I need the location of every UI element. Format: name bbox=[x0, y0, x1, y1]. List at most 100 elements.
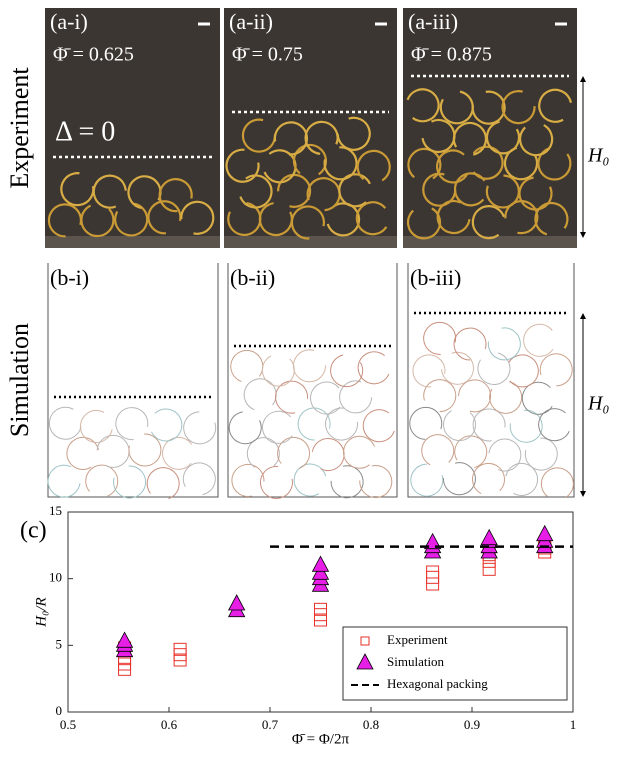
height-label: H₀ bbox=[587, 393, 609, 415]
ring bbox=[149, 408, 183, 442]
phi-label: Φ̄ = 0.625 bbox=[53, 44, 134, 66]
triangle-marker bbox=[423, 532, 442, 550]
ring-pack bbox=[47, 172, 215, 238]
ring bbox=[539, 353, 573, 387]
ring bbox=[261, 410, 295, 444]
sim-panel bbox=[407, 263, 575, 498]
ring bbox=[79, 409, 113, 443]
ring bbox=[409, 406, 443, 440]
ring bbox=[471, 90, 506, 125]
square-marker bbox=[426, 565, 440, 579]
ring bbox=[113, 465, 147, 499]
ring bbox=[275, 380, 309, 414]
ring bbox=[421, 434, 455, 468]
square-marker bbox=[173, 648, 187, 662]
ring bbox=[477, 351, 511, 385]
ring bbox=[537, 146, 572, 181]
ring bbox=[292, 143, 328, 179]
legend-label: Hexagonal packing bbox=[387, 676, 488, 691]
y-tick-label: 10 bbox=[49, 570, 62, 585]
ring bbox=[330, 465, 364, 499]
phi-label: Φ̄ = 0.875 bbox=[411, 44, 492, 66]
panel-label: (b-i) bbox=[50, 265, 89, 290]
ring bbox=[441, 351, 475, 385]
ring bbox=[228, 411, 262, 445]
ring bbox=[339, 380, 373, 414]
ring bbox=[183, 411, 217, 445]
ring bbox=[323, 146, 358, 181]
ring bbox=[509, 409, 543, 443]
ring bbox=[538, 408, 572, 442]
panel-label: (a-ii) bbox=[229, 9, 273, 34]
ring bbox=[421, 118, 456, 154]
photo-floor bbox=[403, 236, 577, 248]
ring bbox=[158, 178, 193, 213]
ring bbox=[362, 409, 396, 443]
ring bbox=[96, 434, 130, 468]
ring bbox=[66, 436, 100, 470]
panel-label: (b-ii) bbox=[230, 265, 275, 290]
x-tick-label: 1 bbox=[570, 717, 577, 732]
ring bbox=[225, 148, 260, 183]
ring bbox=[443, 408, 477, 442]
ring bbox=[524, 437, 558, 471]
triangle-marker bbox=[311, 555, 330, 572]
x-tick-label: 0.7 bbox=[262, 717, 279, 732]
ring bbox=[452, 121, 488, 157]
x-tick-label: 0.5 bbox=[60, 717, 76, 732]
arrow-head bbox=[580, 491, 586, 497]
ring bbox=[405, 88, 440, 123]
ring bbox=[518, 176, 553, 211]
ring bbox=[410, 463, 444, 497]
panel-label: (a-i) bbox=[50, 9, 88, 34]
ring bbox=[259, 465, 293, 499]
ring bbox=[304, 120, 339, 155]
ring bbox=[180, 200, 215, 235]
ring bbox=[355, 201, 390, 236]
ring bbox=[423, 379, 457, 413]
ring bbox=[238, 174, 273, 209]
ring bbox=[471, 462, 505, 496]
ring bbox=[538, 88, 573, 123]
ring bbox=[310, 381, 344, 415]
square-marker bbox=[118, 657, 132, 671]
panel-label: (b-iii) bbox=[410, 265, 461, 290]
ring bbox=[277, 436, 311, 470]
square-marker bbox=[360, 636, 370, 646]
legend-box bbox=[342, 626, 568, 701]
triangle-marker bbox=[115, 631, 134, 648]
square-marker bbox=[426, 570, 440, 584]
ring bbox=[330, 354, 364, 388]
sim-panel bbox=[47, 263, 219, 498]
ring bbox=[92, 174, 127, 209]
ring bbox=[412, 354, 446, 388]
x-tick-label: 0.6 bbox=[161, 717, 178, 732]
ring bbox=[489, 380, 523, 414]
ring bbox=[243, 378, 277, 412]
ring bbox=[505, 462, 539, 496]
square-marker bbox=[314, 602, 327, 616]
ring-pack bbox=[228, 349, 396, 499]
ring bbox=[472, 408, 506, 442]
ring-pack bbox=[409, 321, 574, 501]
triangle-marker bbox=[311, 563, 330, 580]
legend-label: Simulation bbox=[387, 654, 445, 669]
y-tick-label: 5 bbox=[56, 636, 63, 651]
photo-floor bbox=[45, 236, 220, 248]
ring bbox=[343, 435, 377, 469]
photo-floor bbox=[224, 236, 397, 248]
square-marker bbox=[426, 577, 440, 591]
triangle-marker bbox=[228, 594, 246, 611]
ring bbox=[436, 199, 471, 235]
square-marker bbox=[314, 608, 327, 622]
y-axis-label: H₀/R bbox=[33, 597, 49, 627]
ring bbox=[261, 353, 295, 387]
y-tick-label: 0 bbox=[56, 703, 63, 718]
ring-pack bbox=[47, 406, 217, 501]
ring bbox=[488, 438, 522, 472]
ring bbox=[258, 201, 293, 237]
ring bbox=[423, 321, 457, 355]
ring-pack bbox=[225, 116, 391, 240]
panel-label: (a-iii) bbox=[408, 9, 458, 34]
